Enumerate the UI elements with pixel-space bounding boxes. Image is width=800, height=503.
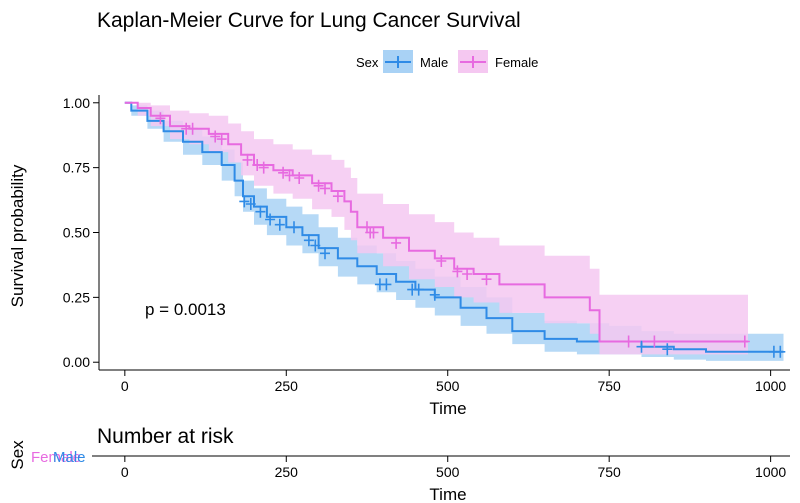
ci-band-female — [124, 102, 749, 355]
censor-mark-female — [332, 190, 343, 203]
risk-x-tick-label: 750 — [597, 464, 621, 480]
censor-mark-male — [289, 221, 299, 234]
censor-mark-female — [452, 265, 463, 278]
legend-key-female — [458, 50, 488, 73]
censor-mark-female — [623, 335, 634, 348]
censor-mark-male — [303, 234, 314, 247]
risk-strata-label-female: Female — [31, 449, 81, 466]
censor-mark-female — [242, 153, 253, 166]
censor-mark-male — [429, 288, 440, 301]
censor-mark-female — [462, 268, 473, 280]
x-tick-label: 250 — [275, 378, 299, 394]
chart-title: Kaplan-Meier Curve for Lung Cancer Survi… — [97, 9, 521, 32]
legend-label-male: Male — [420, 55, 448, 70]
censor-mark-male — [413, 283, 424, 296]
y-axis-ticks: 0.00 0.25 0.50 0.75 1.00 — [63, 95, 99, 370]
censor-mark-male — [265, 213, 276, 226]
censor-mark-male — [245, 198, 256, 210]
censor-mark-female — [155, 112, 166, 125]
censor-mark-male — [662, 343, 673, 356]
censor-mark-female — [313, 179, 324, 192]
x-axis-ticks: 0 250 500 750 1000 — [121, 370, 786, 394]
y-tick-label: 0.25 — [63, 289, 90, 305]
y-tick-label: 1.00 — [63, 95, 90, 111]
x-tick-label: 0 — [121, 378, 129, 394]
risk-table: Number at risk Sex Female Male 0 250 500 75… — [8, 425, 790, 503]
x-tick-label: 750 — [597, 378, 621, 394]
censor-mark-female — [252, 159, 263, 171]
x-axis-label: Time — [429, 399, 466, 418]
censor-mark-female — [649, 335, 660, 348]
confidence-bands — [124, 102, 784, 361]
censor-mark-female — [278, 166, 289, 179]
censor-mark-female — [284, 169, 295, 182]
censor-mark-female — [187, 122, 198, 135]
censor-mark-male — [255, 205, 266, 218]
censor-marks — [155, 112, 786, 358]
p-value-annotation: p = 0.0013 — [145, 300, 226, 319]
censor-mark-male — [320, 247, 330, 260]
risk-table-ylabel: Sex — [8, 440, 27, 470]
x-tick-label: 1000 — [755, 378, 786, 394]
y-tick-label: 0.50 — [63, 225, 90, 241]
censor-mark-male — [310, 239, 321, 252]
risk-x-tick-label: 250 — [275, 464, 299, 480]
legend-title: Sex — [356, 55, 379, 70]
censor-mark-female — [258, 161, 269, 174]
censor-mark-male — [636, 340, 647, 353]
censor-mark-male — [381, 278, 392, 291]
risk-table-title: Number at risk — [97, 425, 234, 448]
survival-curve-male — [124, 101, 784, 353]
censor-mark-female — [320, 182, 330, 195]
censor-mark-female — [216, 133, 227, 146]
risk-strata-label-male: Male — [53, 449, 86, 466]
legend-label-female: Female — [495, 55, 538, 70]
plot-panel: 0.00 0.25 0.50 0.75 1.00 0 250 500 750 1000 — [63, 95, 790, 394]
legend: Sex Male Female — [356, 50, 538, 73]
censor-mark-female — [391, 236, 402, 249]
censor-mark-female — [481, 273, 492, 286]
risk-table-xlabel: Time — [429, 485, 466, 503]
y-axis-label: Survival probability — [8, 164, 27, 307]
censor-mark-female — [436, 255, 447, 267]
y-tick-label: 0.75 — [63, 160, 90, 176]
censor-mark-male — [775, 345, 786, 358]
censor-mark-male — [274, 218, 285, 231]
censor-mark-female — [368, 226, 379, 239]
y-tick-label: 0.00 — [63, 354, 90, 370]
risk-x-tick-label: 500 — [436, 464, 460, 480]
risk-x-tick-label: 0 — [121, 464, 129, 480]
censor-mark-male — [239, 195, 250, 208]
risk-x-tick-label: 1000 — [755, 464, 786, 480]
risk-table-x-ticks: 0 250 500 750 1000 — [121, 456, 786, 480]
censor-mark-female — [739, 335, 750, 348]
legend-key-male — [383, 50, 413, 73]
censor-mark-female — [210, 130, 221, 143]
x-tick-label: 500 — [436, 378, 460, 394]
censor-mark-female — [294, 172, 305, 184]
